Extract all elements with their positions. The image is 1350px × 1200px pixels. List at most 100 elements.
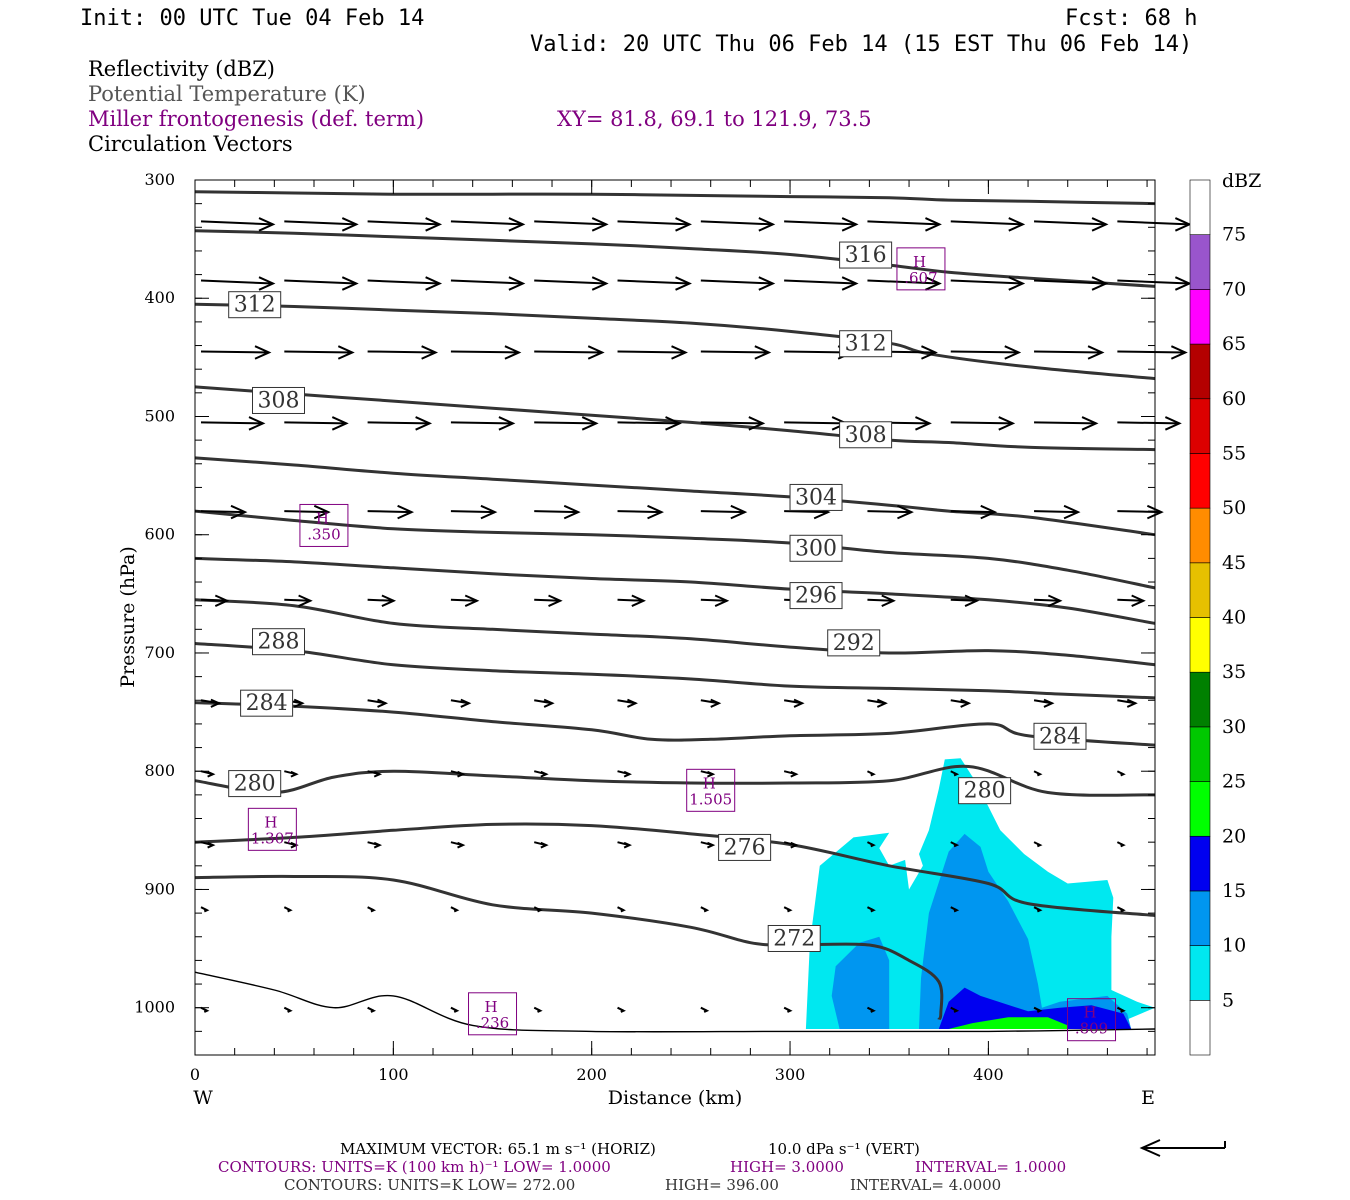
theta-label: 272: [767, 924, 821, 952]
svg-text:280: 280: [964, 779, 1006, 804]
svg-text:1.307: 1.307: [251, 829, 294, 847]
svg-text:.236: .236: [476, 1014, 509, 1032]
circulation-vector: [534, 504, 581, 520]
theta-label: 292: [827, 629, 881, 657]
circulation-vector: [200, 770, 216, 778]
title-miller: Miller frontogenesis (def. term): [88, 107, 424, 131]
circulation-vector: [1034, 416, 1099, 431]
circulation-vector: [617, 1006, 626, 1013]
circulation-vector: [617, 698, 638, 708]
circulation-vector: [950, 416, 1016, 431]
svg-text:308: 308: [258, 388, 300, 413]
circulation-vector: [450, 906, 460, 913]
colorbar-tick-label: 5: [1222, 989, 1234, 1011]
svg-text:H: H: [316, 509, 329, 527]
circulation-vector: [533, 906, 543, 913]
colorbar-title: dBZ: [1222, 170, 1261, 192]
circulation-vector: [617, 594, 646, 607]
theta-contour-304: [194, 456, 1156, 537]
svg-text:H: H: [913, 253, 926, 271]
circulation-vector: [700, 276, 776, 291]
reflectivity-region-20-dbz: [948, 1017, 1068, 1029]
circulation-vector: [367, 217, 443, 232]
svg-text:H: H: [703, 774, 716, 792]
colorbar-swatch: [1189, 562, 1211, 618]
colorbar-tick-label: 40: [1222, 607, 1246, 629]
colorbar-tick-label: 75: [1222, 224, 1246, 246]
axes: 0 100 200 300 400 300 400 500 600 700 800 900 1000: [134, 170, 1155, 1084]
circulation-vector: [534, 276, 609, 291]
svg-text:272: 272: [773, 926, 815, 951]
frontogenesis-max-marker: H1.505: [686, 768, 736, 812]
circulation-vector: [783, 841, 799, 849]
x-axis-label: Distance (km): [608, 1087, 743, 1109]
svg-text:300: 300: [795, 536, 837, 561]
circulation-vector: [1033, 841, 1043, 848]
y-tick-label: 900: [144, 879, 175, 898]
circulation-vector: [950, 770, 960, 777]
circulation-vector: [867, 276, 942, 291]
circulation-vector: [367, 504, 415, 520]
circulation-vector: [866, 841, 876, 848]
footer-contours-theta-interval: INTERVAL= 4.0000: [850, 1176, 1001, 1194]
circulation-vector: [284, 276, 359, 291]
circulation-vector: [950, 906, 960, 913]
reflectivity-region-10-dbz: [919, 833, 1132, 1029]
circulation-vector: [534, 698, 555, 708]
circulation-vector: [867, 217, 942, 232]
svg-text:.350: .350: [307, 525, 340, 543]
theta-contour-312: [194, 302, 1156, 381]
circulation-vector: [700, 1006, 710, 1013]
colorbar-tick-label: 30: [1222, 716, 1246, 738]
colorbar-swatch: [1189, 453, 1211, 509]
svg-text:284: 284: [1039, 724, 1081, 749]
svg-text:H: H: [485, 998, 498, 1016]
circulation-vector: [784, 276, 859, 291]
title-reflectivity: Reflectivity (dBZ): [88, 57, 275, 81]
circulation-vector: [200, 217, 276, 232]
footer-contours-frontogenesis-high: HIGH= 3.0000: [730, 1158, 844, 1176]
svg-text:280: 280: [234, 772, 276, 797]
theta-contour-13: [194, 971, 1156, 1033]
theta-label: 284: [240, 689, 294, 717]
footer-contours-theta-high: HIGH= 396.00: [665, 1176, 779, 1194]
svg-text:.809: .809: [1075, 1020, 1108, 1038]
circulation-vector: [1033, 698, 1055, 708]
circulation-vector: [1117, 416, 1182, 431]
svg-text:312: 312: [845, 332, 887, 357]
footer-contours-frontogenesis-interval: INTERVAL= 1.0000: [915, 1158, 1066, 1176]
x-tick-label: 300: [775, 1065, 806, 1084]
circulation-vector: [700, 217, 776, 232]
colorbar-swatch: [1189, 945, 1211, 1001]
circulation-vector: [450, 841, 466, 849]
circulation-vector: [533, 841, 549, 849]
circulation-vector: [200, 345, 272, 360]
reference-vector-arrow: [1139, 1139, 1226, 1157]
circulation-vector: [617, 770, 632, 778]
circulation-vector: [783, 1006, 793, 1013]
circulation-vector: [450, 345, 522, 360]
theta-label: 312: [839, 330, 893, 358]
circulation-vector: [1033, 1006, 1043, 1013]
theta-contour-276: [194, 822, 1156, 917]
theta-label: 316: [839, 241, 893, 269]
circulation-vector: [200, 416, 266, 431]
circulation-vector: [867, 594, 896, 607]
circulation-vector: [700, 594, 730, 607]
circulation-vector: [700, 841, 716, 849]
circulation-vector: [866, 1006, 876, 1013]
circulation-vector: [617, 345, 688, 360]
circulation-vector: [284, 770, 299, 778]
colorbar-tick-label: 70: [1222, 278, 1246, 300]
svg-text:H: H: [264, 813, 277, 831]
circulation-vector: [367, 841, 383, 849]
circulation-vector: [950, 698, 972, 708]
theta-contour-0: [194, 190, 1156, 206]
theta-contour-308: [194, 385, 1156, 452]
circulation-vector: [367, 594, 397, 607]
title-theta: Potential Temperature (K): [88, 82, 366, 106]
circulation-vector: [1117, 276, 1192, 291]
y-tick-label: 400: [144, 288, 175, 307]
footer-contours-frontogenesis: CONTOURS: UNITS=K (100 km h)⁻¹ LOW= 1.00…: [218, 1158, 611, 1176]
